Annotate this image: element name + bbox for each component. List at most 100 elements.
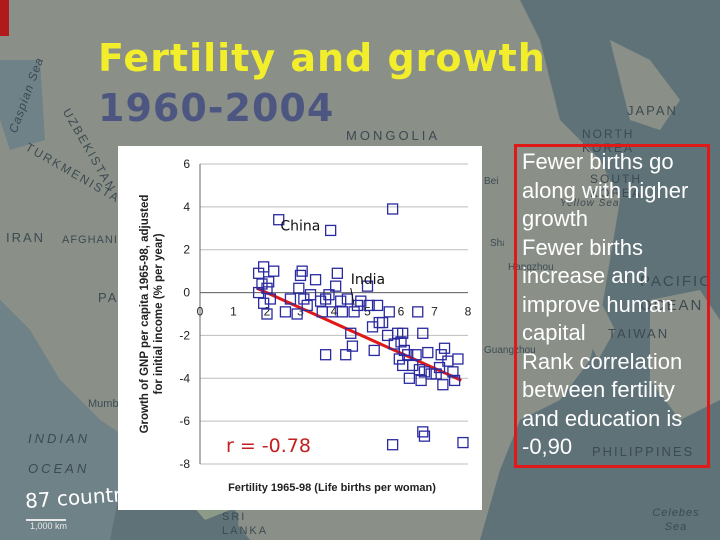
map-scale-text: 1,000 km bbox=[30, 521, 68, 531]
x-tick-label: 4 bbox=[331, 305, 338, 319]
data-point bbox=[376, 316, 389, 329]
data-point bbox=[415, 374, 427, 387]
bullet-item: Rank correlation between fertility and e… bbox=[522, 348, 683, 460]
data-point bbox=[403, 372, 416, 384]
data-point bbox=[407, 359, 419, 372]
highlight-box bbox=[514, 144, 710, 468]
data-point bbox=[296, 265, 308, 277]
data-point bbox=[348, 306, 360, 318]
data-point bbox=[257, 297, 270, 309]
data-point bbox=[294, 269, 307, 282]
data-point bbox=[417, 327, 429, 339]
data-point bbox=[368, 344, 380, 357]
data-point bbox=[340, 349, 352, 361]
x-tick-label: 1 bbox=[230, 305, 237, 319]
y-tick-label: -8 bbox=[179, 457, 190, 471]
data-point bbox=[447, 366, 459, 378]
data-point bbox=[330, 280, 342, 292]
data-point bbox=[438, 342, 451, 354]
data-point bbox=[346, 340, 359, 352]
data-point bbox=[430, 368, 442, 380]
map-label: Mumbai bbox=[88, 398, 128, 410]
x-tick-label: 0 bbox=[197, 305, 204, 319]
point-label-pointer bbox=[350, 287, 355, 306]
bullet-item: Fewer births increase and improve human … bbox=[522, 234, 674, 346]
data-point bbox=[395, 336, 407, 348]
data-point bbox=[279, 306, 292, 318]
y-tick-label: 2 bbox=[183, 243, 190, 257]
data-point bbox=[336, 306, 349, 318]
data-point bbox=[298, 293, 310, 305]
data-point bbox=[263, 276, 275, 288]
data-point bbox=[268, 265, 280, 277]
y-tick-label: 4 bbox=[183, 200, 190, 214]
data-point bbox=[361, 280, 374, 292]
map-label: SRI LANKA bbox=[222, 511, 269, 537]
data-point bbox=[309, 274, 322, 286]
data-point bbox=[293, 282, 305, 294]
y-tick-label: -2 bbox=[179, 328, 190, 342]
data-point bbox=[345, 327, 357, 339]
map-label: JAPAN bbox=[627, 103, 678, 118]
data-point bbox=[435, 349, 447, 361]
map-label: MONGOLIA bbox=[346, 128, 441, 143]
map-label: IRAN bbox=[6, 230, 46, 245]
data-point bbox=[335, 295, 347, 307]
data-point bbox=[448, 374, 461, 387]
slide-title-years: 1960-2004 bbox=[98, 86, 335, 130]
map-label: Celebes Sea bbox=[652, 507, 700, 533]
data-point bbox=[252, 286, 265, 299]
data-point bbox=[386, 439, 399, 451]
data-point bbox=[418, 430, 431, 442]
x-tick-label: 8 bbox=[465, 305, 472, 319]
data-point bbox=[417, 426, 429, 438]
x-tick-label: 7 bbox=[431, 305, 438, 319]
data-point bbox=[261, 308, 273, 320]
data-point bbox=[324, 224, 337, 237]
data-point bbox=[355, 295, 367, 307]
x-tick-label: 2 bbox=[264, 305, 271, 319]
data-point bbox=[457, 436, 469, 449]
x-tick-label: 5 bbox=[364, 305, 371, 319]
data-point bbox=[452, 353, 464, 365]
map-scale-bar bbox=[26, 519, 66, 521]
data-point bbox=[410, 349, 422, 361]
bullet-item: Fewer births go along with higher growth bbox=[522, 149, 689, 231]
x-tick-label: 6 bbox=[398, 305, 405, 319]
data-point bbox=[284, 293, 297, 305]
map-label: Guangzhou bbox=[484, 345, 536, 356]
data-point bbox=[363, 299, 375, 312]
correlation-annotation: r = -0.78 bbox=[226, 435, 311, 457]
point-label: China bbox=[280, 218, 320, 234]
data-point bbox=[273, 214, 285, 226]
data-point bbox=[398, 344, 411, 357]
data-point bbox=[304, 289, 317, 301]
data-point bbox=[397, 327, 409, 339]
point-label: India bbox=[351, 272, 385, 288]
y-axis-label: Growth of GNP per capita 1965-98, adjust… bbox=[139, 195, 151, 434]
map-label: INDIAN OCEAN bbox=[28, 431, 91, 476]
data-point bbox=[323, 289, 335, 301]
map-label: PACIFIC OCEAN bbox=[640, 273, 713, 314]
data-point bbox=[402, 349, 414, 361]
data-point bbox=[371, 299, 384, 312]
data-point bbox=[433, 361, 446, 374]
data-point bbox=[291, 308, 303, 320]
data-point bbox=[261, 282, 273, 294]
data-point bbox=[301, 299, 313, 312]
data-point bbox=[351, 299, 364, 312]
y-axis-label: for initial income (% per year) bbox=[153, 233, 165, 394]
slide-corner-mark bbox=[0, 0, 9, 36]
scatter-chart: 0 1 2 3 4 5 6 7 8 -8 -6 -4 -2 0 2 4 6 China India Growth… bbox=[118, 146, 482, 510]
data-point bbox=[437, 379, 449, 391]
data-point bbox=[264, 293, 277, 305]
bullet-list: Fewer births go along with higher growth… bbox=[522, 148, 712, 462]
x-axis-label: Fertility 1965-98 (Life births per woman… bbox=[228, 482, 436, 494]
chart-panel: 0 1 2 3 4 5 6 7 8 -8 -6 -4 -2 0 2 4 6 China India Growth… bbox=[118, 146, 482, 510]
data-point bbox=[383, 306, 395, 318]
map-label: Beijing bbox=[484, 176, 498, 187]
data-point bbox=[386, 203, 399, 215]
map-label: PHILIPPINES bbox=[592, 444, 695, 459]
data-point bbox=[319, 349, 332, 361]
y-tick-label: 6 bbox=[183, 157, 190, 171]
